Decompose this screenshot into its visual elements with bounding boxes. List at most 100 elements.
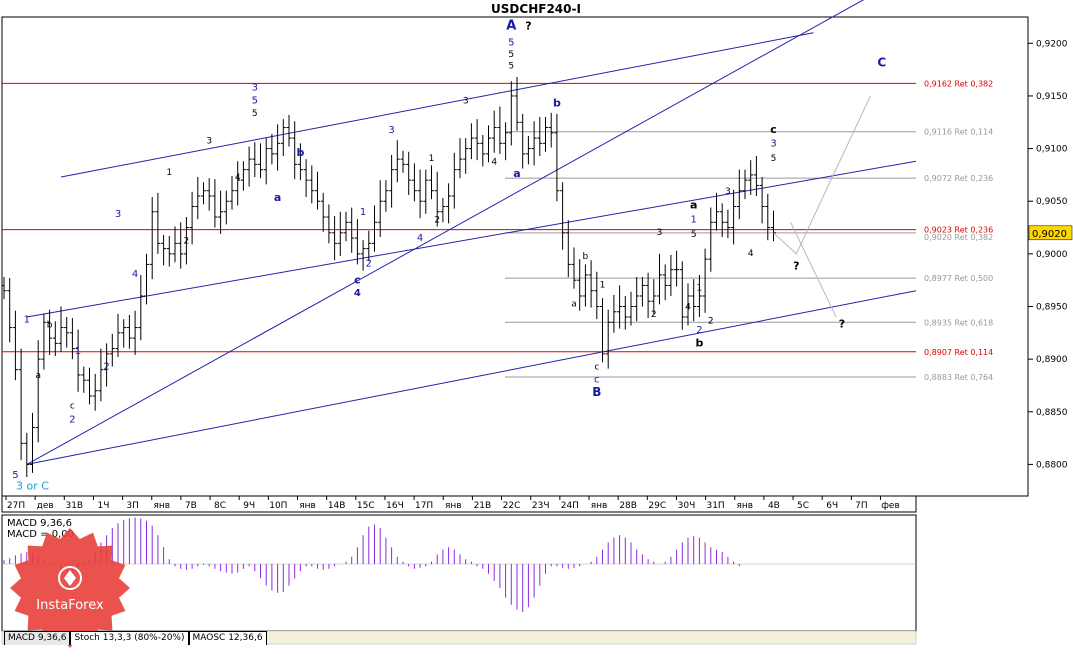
logo-text: InstaForex (36, 598, 104, 613)
x-tick-label: 7В (185, 501, 197, 511)
candle (360, 240, 366, 271)
wave-label: a (35, 371, 41, 381)
wave-label: 1 (360, 207, 366, 218)
wave-label: c (70, 402, 75, 412)
candle (183, 217, 189, 265)
candle (223, 190, 229, 225)
candle (229, 175, 235, 210)
wave-label: 5 (508, 50, 514, 60)
macd-legend: MACD = 0,00 (7, 529, 74, 540)
candle (525, 135, 531, 165)
candle (503, 122, 509, 161)
candle (280, 119, 286, 156)
wave-label: 5 (508, 62, 514, 72)
y-tick-label: 0,9100 (1036, 145, 1068, 155)
wave-label: 4 (748, 249, 754, 259)
wave-label: 3 or C (16, 480, 49, 493)
candle (275, 124, 281, 171)
candle (195, 177, 201, 220)
candle (753, 155, 759, 196)
wave-label: c (354, 273, 361, 286)
candle (155, 192, 161, 254)
candle (582, 264, 588, 307)
wave-label: a (571, 300, 577, 310)
candle (161, 234, 167, 266)
wave-label: 3 (463, 96, 469, 106)
x-tick-label: 16Ч (386, 501, 404, 511)
wave-label: b (47, 321, 53, 331)
tab-maosc[interactable]: MAOSC 12,36,6 (188, 631, 267, 645)
wave-label: b (583, 252, 589, 262)
macd-legend: MACD 9,36,6 (7, 518, 72, 529)
x-tick-label: 31П (706, 501, 724, 511)
wave-label: A (506, 19, 516, 34)
candle (600, 298, 605, 363)
wave-label: 4 (417, 233, 423, 244)
candle (269, 133, 275, 165)
fib-label: 0,8935 Ret 0,618 (924, 318, 993, 327)
candle (520, 113, 526, 169)
candle (235, 161, 241, 206)
candle (258, 143, 263, 179)
candle (486, 125, 491, 163)
candle (759, 177, 765, 224)
wave-label: 1 (75, 346, 81, 357)
tab-macd[interactable]: MACD 9,36,6 (4, 631, 71, 645)
projection-path-alt (790, 222, 837, 318)
wave-label: b (695, 337, 703, 350)
candle (639, 277, 645, 307)
candle (668, 254, 674, 296)
candle (178, 222, 184, 269)
y-tick-label: 0,9050 (1036, 197, 1068, 207)
candle (303, 159, 309, 198)
candle (685, 283, 691, 326)
wave-label: a (274, 191, 281, 204)
candle (115, 313, 121, 358)
candle (434, 171, 440, 227)
time-axis-band (1, 495, 917, 513)
wave-label: 3 (770, 138, 776, 149)
channel-line (26, 0, 865, 465)
y-tick-label: 0,8950 (1036, 303, 1068, 313)
candle (617, 285, 623, 329)
candle (429, 165, 434, 200)
candle (622, 295, 628, 330)
fib-label: 0,8977 Ret 0,500 (924, 274, 993, 283)
candle (657, 253, 662, 305)
x-tick-label: янв (445, 501, 462, 511)
candle (12, 310, 18, 381)
candle (537, 117, 543, 156)
candle (400, 150, 406, 173)
candle (87, 367, 92, 405)
channel-line (60, 32, 814, 178)
candle (634, 277, 640, 322)
wave-label: 2 (103, 362, 109, 373)
instaforex-logo: InstaForex (10, 528, 130, 648)
tab-stoch[interactable]: Stoch 13,3,3 (80%-20%) (70, 631, 189, 645)
candle (588, 260, 594, 308)
wave-label: 5 (12, 470, 18, 481)
candle (628, 291, 634, 326)
wave-label: 5 (508, 37, 514, 48)
candle (696, 274, 702, 318)
wave-label: 2 (184, 236, 190, 246)
fib-label: 0,9023 Ret 0,236 (924, 226, 993, 235)
x-tick-label: 3П (126, 501, 139, 511)
candle (98, 348, 104, 402)
candle (702, 248, 708, 313)
wave-label: 5 (252, 95, 258, 106)
x-tick-label: 14В (328, 501, 346, 511)
wave-label: 4 (235, 173, 241, 183)
wave-label: 2 (651, 310, 657, 320)
candle (497, 106, 503, 154)
candle (320, 192, 326, 232)
candle (565, 220, 571, 278)
candle (343, 211, 349, 242)
candle (463, 138, 469, 174)
projection-path (773, 95, 871, 255)
wave-label: 3 (388, 125, 394, 136)
candle (480, 134, 486, 167)
x-tick-label: дев (37, 501, 54, 511)
candle (372, 205, 377, 252)
candle (286, 114, 292, 147)
